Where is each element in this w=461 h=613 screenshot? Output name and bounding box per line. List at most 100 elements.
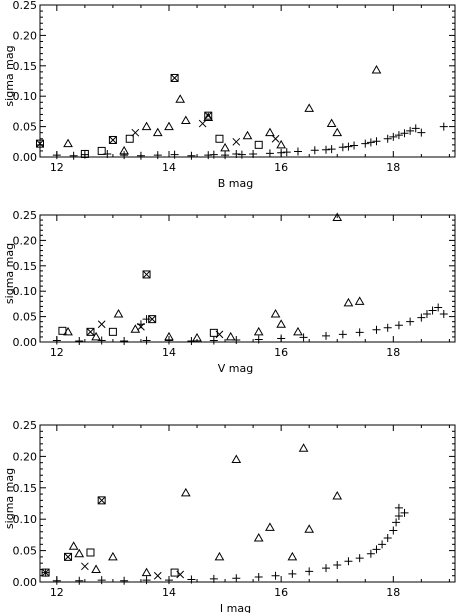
- data-point-cross: [176, 570, 185, 579]
- x-tick-label: 18: [386, 586, 400, 599]
- data-point-cross: [81, 562, 89, 571]
- data-point-square: [80, 149, 89, 158]
- data-point-cross: [142, 270, 151, 279]
- data-point-cross: [148, 315, 157, 323]
- data-point-triangle: [214, 551, 225, 561]
- y-axis-label: sigma mag: [3, 45, 16, 106]
- x-tick-label: 14: [162, 161, 176, 174]
- data-point-plus: [439, 310, 448, 319]
- data-point-plus: [69, 151, 78, 160]
- data-point-square: [209, 328, 218, 337]
- data-point-plus: [344, 142, 353, 151]
- data-point-triangle: [371, 65, 382, 74]
- data-point-plus: [322, 145, 331, 154]
- y-tick-label: 0.25: [13, 209, 38, 222]
- data-point-cross: [271, 134, 280, 143]
- data-point-plus: [277, 334, 286, 343]
- data-point-plus: [204, 151, 213, 160]
- data-point-plus: [411, 124, 420, 133]
- data-point-triangle: [253, 533, 264, 542]
- data-point-plus: [153, 151, 162, 160]
- data-point-plus: [52, 576, 61, 585]
- data-point-triangle: [265, 522, 275, 531]
- data-point-plus: [187, 575, 196, 584]
- data-point-square: [64, 552, 73, 561]
- data-point-plus: [97, 576, 106, 585]
- data-point-plus: [75, 576, 84, 585]
- data-point-plus: [254, 335, 263, 344]
- x-axis-label: I mag: [220, 602, 251, 613]
- data-point-plus: [439, 122, 448, 131]
- data-point-triangle: [152, 127, 163, 137]
- data-point-triangle: [63, 138, 73, 148]
- data-point-triangle: [130, 324, 141, 333]
- data-point-plus: [293, 147, 302, 156]
- data-point-plus: [209, 150, 218, 159]
- data-point-plus: [97, 336, 106, 345]
- data-point-triangle: [91, 331, 101, 341]
- data-point-triangle: [119, 145, 129, 155]
- data-point-plus: [333, 561, 342, 570]
- data-point-plus: [52, 151, 61, 160]
- data-point-plus: [282, 148, 291, 157]
- data-point-triangle: [141, 121, 152, 131]
- data-point-triangle: [354, 296, 365, 305]
- data-point-triangle: [231, 454, 242, 464]
- y-tick-label: 0.10: [13, 513, 38, 526]
- data-point-cross: [204, 111, 213, 120]
- data-point-square: [170, 568, 179, 577]
- data-point-plus: [383, 323, 392, 332]
- y-tick-label: 0.05: [13, 311, 38, 324]
- data-point-triangle: [326, 118, 337, 128]
- data-point-square: [142, 270, 151, 279]
- data-point-plus: [344, 557, 353, 566]
- y-tick-label: 0.25: [13, 419, 38, 432]
- data-point-cross: [153, 571, 162, 580]
- data-point-plus: [394, 512, 403, 521]
- x-tick-label: 18: [386, 161, 400, 174]
- x-tick-label: 14: [162, 586, 176, 599]
- y-tick-label: 0.05: [13, 545, 38, 558]
- data-point-triangle: [175, 94, 186, 103]
- x-axis-label: V mag: [218, 362, 253, 375]
- plot-frame: [39, 424, 456, 583]
- data-point-plus: [164, 576, 173, 585]
- data-point-cross: [232, 137, 241, 146]
- data-point-plus: [142, 336, 151, 345]
- data-point-plus: [120, 151, 129, 160]
- data-point-plus: [52, 336, 61, 345]
- data-point-plus: [221, 151, 230, 160]
- data-point-triangle: [192, 332, 202, 342]
- data-point-square: [41, 568, 50, 577]
- data-point-plus: [400, 129, 409, 138]
- data-point-square: [125, 134, 134, 143]
- data-point-plus: [209, 574, 218, 583]
- data-point-triangle: [270, 309, 281, 318]
- data-point-triangle: [332, 490, 343, 500]
- data-point-plus: [392, 518, 401, 527]
- x-tick-label: 18: [386, 346, 400, 359]
- data-point-triangle: [287, 551, 298, 561]
- y-tick-label: 0.20: [13, 234, 38, 247]
- data-point-plus: [389, 526, 398, 535]
- data-point-plus: [338, 143, 347, 152]
- data-point-square: [170, 73, 179, 82]
- data-point-square: [97, 496, 106, 505]
- data-point-triangle: [265, 127, 275, 137]
- data-point-plus: [417, 128, 426, 137]
- data-point-plus: [209, 336, 218, 345]
- data-point-plus: [383, 534, 392, 543]
- y-tick-label: 0.15: [13, 482, 38, 495]
- y-tick-label: 0.00: [13, 151, 38, 164]
- data-point-triangle: [164, 121, 174, 131]
- data-point-plus: [254, 572, 263, 581]
- data-point-plus: [322, 564, 331, 573]
- data-point-triangle: [225, 331, 236, 341]
- data-point-triangle: [253, 326, 264, 336]
- data-point-plus: [232, 574, 241, 583]
- data-point-plus: [406, 126, 415, 135]
- data-point-plus: [299, 333, 308, 342]
- data-point-triangle: [332, 127, 343, 137]
- data-point-plus: [170, 150, 179, 159]
- data-point-plus: [372, 545, 381, 554]
